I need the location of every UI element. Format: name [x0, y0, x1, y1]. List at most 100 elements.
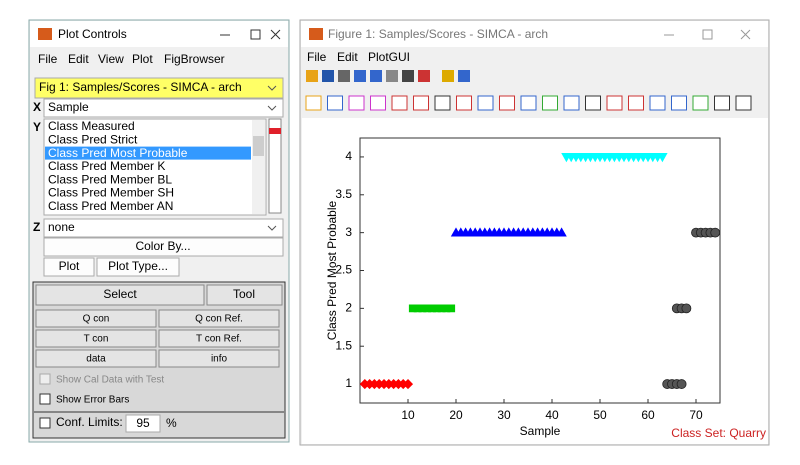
tool-icon[interactable] [671, 95, 687, 111]
button[interactable] [35, 329, 157, 348]
y-list[interactable] [43, 118, 267, 216]
scrollbar[interactable] [252, 120, 265, 214]
dropdown-text: Sample [48, 100, 89, 114]
y-tick-label: 2 [345, 301, 352, 315]
close[interactable] [740, 29, 751, 40]
tool-icon[interactable] [542, 95, 558, 111]
tool-icon[interactable] [456, 95, 472, 111]
tool-icon[interactable] [434, 95, 451, 111]
y-tick-label: 1 [345, 376, 352, 390]
list-item[interactable]: Class Measured [48, 119, 135, 133]
button[interactable] [35, 284, 205, 306]
tool-icon[interactable] [563, 95, 580, 111]
tool-icon[interactable] [458, 70, 470, 82]
tool-icon[interactable] [628, 95, 644, 111]
checkbox[interactable] [39, 373, 51, 385]
figure-dropdown[interactable] [34, 77, 284, 99]
toolbar [305, 70, 752, 111]
x-tick-label: 40 [545, 408, 559, 422]
x-dropdown[interactable] [43, 98, 284, 118]
button-label: Q con Ref. [195, 314, 243, 325]
checkbox[interactable] [39, 417, 51, 429]
input[interactable] [125, 414, 161, 433]
button-label: Tool [233, 287, 255, 301]
y-tick-label: 2.5 [335, 263, 352, 277]
button[interactable] [35, 309, 157, 328]
tool-icon[interactable] [520, 95, 537, 111]
tool-icon[interactable] [735, 95, 752, 111]
dropdown-arrow [267, 85, 277, 91]
button[interactable] [206, 284, 283, 306]
checkbox-label: Show Error Bars [56, 395, 129, 406]
button[interactable] [43, 257, 95, 277]
button-label: Color By... [135, 239, 190, 253]
button[interactable] [158, 349, 280, 368]
button-label: Plot Type... [108, 259, 168, 273]
maximize[interactable] [702, 29, 713, 40]
tool-icon[interactable] [306, 70, 318, 82]
tool-icon[interactable] [413, 95, 429, 111]
tool-icon[interactable] [386, 70, 398, 82]
window-title: Figure 1: Samples/Scores - SIMCA - arch [328, 27, 548, 41]
button[interactable] [43, 237, 284, 257]
list-item[interactable]: Class Pred Member AN [48, 199, 173, 213]
tool-icon[interactable] [370, 95, 386, 111]
scroll-thumb[interactable] [253, 136, 264, 156]
menu-item[interactable]: FigBrowser [164, 52, 225, 66]
tool-icon[interactable] [348, 95, 365, 111]
tool-icon[interactable] [714, 95, 730, 111]
tool-icon[interactable] [305, 95, 322, 111]
z-dropdown[interactable] [43, 218, 284, 238]
tool-icon[interactable] [477, 95, 494, 111]
tool-icon[interactable] [585, 95, 601, 111]
y-tick-label: 3 [345, 225, 352, 239]
list-item[interactable]: Class Pred Member K [48, 159, 165, 173]
y-tick-label: 4 [345, 149, 352, 163]
y-tick-label: 1.5 [335, 338, 352, 352]
slider-thumb[interactable] [269, 128, 281, 134]
button-label: Select [103, 287, 137, 301]
x-tick-label: 50 [593, 408, 607, 422]
axis-label: X [33, 100, 41, 114]
button[interactable] [35, 349, 157, 368]
checkbox-label: Show Cal Data with Test [56, 375, 164, 386]
chart: 10 20 30 40 50 60 70 1 1.5 2 2.5 3 3.5 4 Sample Class P… [325, 137, 766, 440]
button[interactable] [96, 257, 180, 277]
x-tick-label: 70 [689, 408, 703, 422]
list-item[interactable]: Class Pred Member BL [48, 172, 172, 186]
button[interactable] [158, 329, 280, 348]
marker [402, 379, 414, 390]
tool-icon[interactable] [327, 95, 343, 111]
title-bar [30, 21, 288, 47]
tool-icon[interactable] [499, 95, 515, 111]
close[interactable] [270, 29, 281, 40]
axis-label: Z [33, 220, 40, 234]
tool-icon[interactable] [322, 70, 334, 82]
menu-item[interactable]: View [98, 52, 124, 66]
list-item[interactable]: Class Pred Member SH [48, 186, 174, 200]
menu-item[interactable]: Edit [68, 52, 89, 66]
menu-item[interactable]: PlotGUI [368, 50, 410, 64]
tool-icon[interactable] [402, 70, 414, 82]
tool-icon[interactable] [418, 70, 430, 82]
tool-icon[interactable] [442, 70, 454, 82]
tool-icon[interactable] [692, 95, 709, 111]
maximize[interactable] [250, 29, 261, 40]
button[interactable] [158, 309, 280, 328]
checkbox[interactable] [39, 393, 51, 405]
x-tick-label: 20 [449, 408, 463, 422]
tool-icon[interactable] [354, 70, 366, 82]
menu-item[interactable]: Plot [132, 52, 153, 66]
tool-icon[interactable] [338, 70, 350, 82]
tool-icon[interactable] [370, 70, 382, 82]
menu-item[interactable]: Edit [337, 50, 358, 64]
list-item[interactable]: Class Pred Most Probable [48, 146, 188, 160]
slider[interactable] [268, 118, 282, 214]
menu-item[interactable]: File [307, 50, 327, 64]
tool-icon[interactable] [649, 95, 666, 111]
list-item[interactable]: Class Pred Strict [48, 132, 138, 146]
tool-icon[interactable] [391, 95, 408, 111]
tool-icon[interactable] [606, 95, 623, 111]
menu-item[interactable]: File [38, 52, 58, 66]
